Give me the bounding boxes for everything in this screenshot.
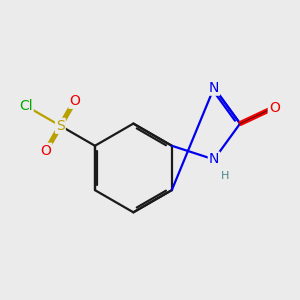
Text: N: N bbox=[209, 152, 219, 167]
Text: O: O bbox=[269, 100, 280, 115]
Text: N: N bbox=[209, 81, 219, 95]
Text: O: O bbox=[40, 144, 51, 158]
Text: Cl: Cl bbox=[19, 99, 33, 113]
Text: S: S bbox=[56, 119, 65, 133]
Text: H: H bbox=[220, 171, 229, 181]
Text: O: O bbox=[69, 94, 80, 108]
